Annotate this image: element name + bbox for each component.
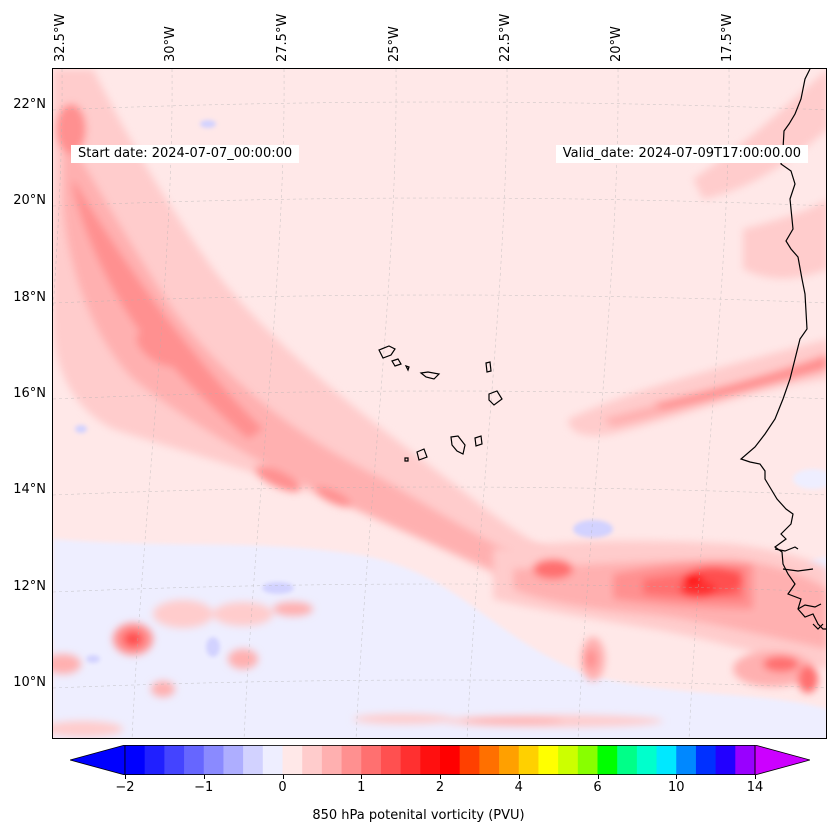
colorbar-tick [203,775,205,779]
colorbar-swatch [577,745,598,775]
colorbar-tick-label: 0 [278,780,287,795]
colorbar [70,745,810,775]
pv-band-east [568,70,826,436]
colorbar-swatch [144,745,165,775]
colorbar-swatch [164,745,185,775]
colorbar-swatch [361,745,382,775]
colorbar-tick-label: 4 [514,780,523,795]
colorbar-outline [124,745,756,775]
colorbar-swatch [282,745,303,775]
latitude-label: 18°N [13,290,46,305]
colorbar-swatch [440,745,461,775]
longitude-label: 20°W [609,26,624,62]
potential-vorticity-map [53,69,826,738]
colorbar-tick-label: 10 [667,780,685,795]
colorbar-tick [597,775,599,779]
latitude-label: 12°N [13,579,46,594]
colorbar-tick-label: −2 [115,780,135,795]
colorbar-tick-label: 2 [435,780,445,795]
colorbar-tick [440,775,441,779]
colorbar-swatch [656,745,677,775]
latitude-label: 22°N [13,97,46,112]
colorbar-swatch [695,745,717,775]
colorbar-tick-label: −1 [194,780,214,795]
colorbar-high-extend [754,745,810,775]
cape-verde-islands [378,345,503,462]
colorbar-swatch [597,745,618,775]
colorbar-swatch [676,745,697,775]
longitude-label: 32.5°W [53,13,68,62]
pv-band-south [53,540,826,737]
colorbar-swatch [184,745,205,775]
colorbar-low-extend [70,745,126,775]
colorbar-swatch [400,745,421,775]
start-date-label: Start date: 2024-07-07_00:00:00 [71,145,300,163]
graticule [53,69,826,738]
colorbar-swatch [558,745,579,775]
longitude-label: 17.5°W [720,13,735,62]
pv-band-diagonal [53,69,613,599]
colorbar-tick-label: 1 [357,780,366,795]
longitude-label: 25°W [387,26,402,62]
colorbar-swatch [243,745,264,775]
colorbar-swatch [636,745,658,775]
colorbar-swatch [459,745,480,775]
colorbar-swatch [420,745,441,775]
colorbar-swatch [499,745,520,775]
latitude-label: 20°N [13,193,46,208]
longitude-label: 27.5°W [275,13,290,62]
longitude-label: 30°W [163,26,178,62]
colorbar-tick [518,775,520,779]
latitude-label: 10°N [13,675,46,690]
colorbar-tick [676,775,678,779]
colorbar-tick [755,775,756,779]
colorbar-swatch [321,745,343,775]
colorbar-swatch [302,745,323,775]
colorbar-swatch [735,745,756,775]
colorbar-swatch [538,745,559,775]
colorbar-tick [361,775,363,779]
valid-date-label: Valid_date: 2024-07-09T17:00:00.00 [555,145,808,163]
colorbar-swatch [518,745,539,775]
colorbar-swatch [715,745,736,775]
colorbar-swatch [617,745,638,775]
colorbar-swatch [125,745,146,775]
colorbar-swatch [341,745,362,775]
coastline [739,69,826,630]
colorbar-swatch [262,745,283,775]
colorbar-tick [125,775,126,779]
colorbar-swatch [223,745,244,775]
colorbar-swatch [203,745,224,775]
colorbar-tick-label: 6 [593,780,602,795]
colorbar-title: 850 hPa potenital vorticity (PVU) [312,808,525,823]
colorbar-tick-label: 14 [746,780,764,795]
colorbar-swatch [479,745,500,775]
colorbar-tick [282,775,284,779]
latitude-label: 16°N [13,386,46,401]
map-panel: Start date: 2024-07-07_00:00:00 Valid_da… [52,68,827,739]
longitude-label: 22.5°W [498,13,513,62]
latitude-label: 14°N [13,482,46,497]
colorbar-swatch [380,745,402,775]
